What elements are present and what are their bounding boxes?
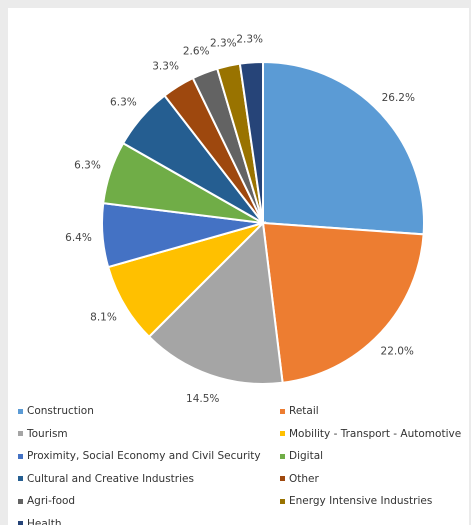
slice-data-label: 3.3% xyxy=(152,61,179,73)
pie-slice xyxy=(261,221,425,384)
legend-swatch xyxy=(18,498,23,504)
legend-label: Proximity, Social Economy and Civil Secu… xyxy=(27,450,261,462)
slice-data-label: 22.0% xyxy=(381,345,414,357)
legend-swatch xyxy=(280,408,285,414)
legend-label: Digital xyxy=(289,450,324,462)
legend-item: Construction xyxy=(18,402,94,420)
legend-item: Energy Intensive Industries xyxy=(280,492,432,510)
legend-label: Mobility - Transport - Automotive xyxy=(289,427,462,440)
legend-swatch xyxy=(280,431,285,436)
legend-item: Proximity, Social Economy and Civil Secu… xyxy=(18,447,261,465)
legend-label: Retail xyxy=(289,405,319,417)
legend-label: Agri-food xyxy=(27,495,76,507)
legend-item: Digital xyxy=(280,447,323,465)
legend-item: Tourism xyxy=(18,425,68,443)
pie-chart: 26.2%22.0%14.5%8.1%6.4%6.3%6.3%3.3%2.6%2… xyxy=(65,34,425,402)
pie-slice xyxy=(262,60,425,236)
legend-label: Tourism xyxy=(27,427,68,440)
legend-item: Other xyxy=(280,470,319,488)
legend-item: Cultural and Creative Industries xyxy=(18,470,194,488)
legend-swatch xyxy=(280,476,285,481)
pie-slice xyxy=(238,60,264,224)
legend-item: Agri-food xyxy=(18,492,75,510)
legend-swatch xyxy=(18,521,23,525)
legend-swatch xyxy=(18,431,23,436)
slice-data-label: 6.4% xyxy=(65,232,92,244)
legend-swatch xyxy=(280,498,285,504)
legend-swatch xyxy=(18,408,23,414)
legend-item: Health xyxy=(18,515,61,525)
legend-label: Construction xyxy=(27,405,94,417)
slice-data-label: 8.1% xyxy=(90,312,117,324)
pie-slice xyxy=(147,220,284,385)
slice-data-label: 6.3% xyxy=(74,160,101,172)
chart-panel: 26.2% 22.0% 14.5% 8.1% 6.4% 6.3% 6.3% 3.3% 2.6% 2… xyxy=(8,8,469,525)
legend-label: Other xyxy=(289,472,319,485)
slice-data-label: 2.3% xyxy=(236,34,263,46)
slice-data-label: 26.2% xyxy=(382,92,415,104)
legend-label: Energy Intensive Industries xyxy=(289,495,433,507)
legend-swatch xyxy=(18,453,23,459)
slice-data-label: 6.3% xyxy=(110,97,137,109)
legend-item: Retail xyxy=(280,402,319,420)
legend-label: Health xyxy=(27,517,62,525)
legend-swatch xyxy=(18,476,23,481)
legend-swatch xyxy=(280,453,285,459)
slice-data-label: 2.3% xyxy=(210,37,237,49)
slice-data-label: 14.5% xyxy=(186,393,219,402)
slice-data-label: 2.6% xyxy=(183,46,210,58)
legend-label: Cultural and Creative Industries xyxy=(27,472,194,485)
legend-item: Mobility - Transport - Automotive xyxy=(280,425,461,443)
